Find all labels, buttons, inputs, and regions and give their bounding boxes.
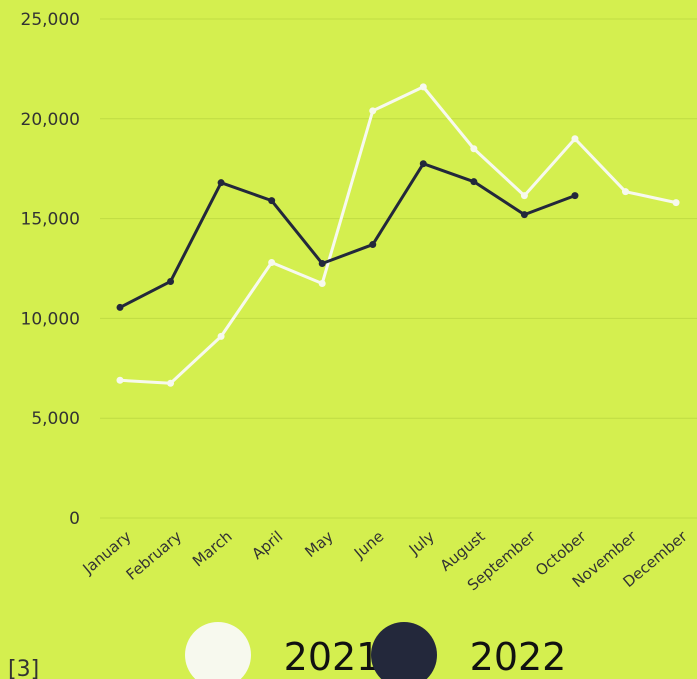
gridlines [100,18,697,519]
x-tick-label: March [189,527,236,570]
data-point-2022 [419,160,427,168]
x-tick-label: July [405,527,438,559]
y-tick-label: 5,000 [31,409,80,429]
data-point-2021 [369,107,377,115]
y-tick-label: 20,000 [21,110,80,130]
data-point-2021 [268,259,276,267]
data-point-2022 [217,179,225,187]
footnote-reference: [3] [8,657,39,679]
x-tick-label: June [350,527,387,562]
data-point-2022 [470,178,478,186]
data-point-2021 [672,199,680,207]
data-point-2022 [369,241,377,249]
data-point-2022 [116,303,124,311]
legend: 2021 2022 [185,622,566,679]
x-tick-label: February [123,527,186,584]
x-tick-label: April [248,527,286,563]
y-tick-label: 25,000 [21,10,80,30]
legend-swatch-2022 [371,622,437,679]
data-point-2021 [318,279,326,287]
y-axis-ticks: 0 5,000 10,000 15,000 20,000 25,000 [21,10,80,529]
data-point-2021 [167,379,175,387]
series-line-2022 [118,162,577,309]
y-tick-label: 15,000 [21,210,80,230]
legend-swatch-2021 [185,622,251,679]
series-lines [118,85,678,385]
x-tick-label: May [301,527,336,561]
y-tick-label: 10,000 [21,309,80,329]
y-tick-label: 0 [69,509,80,529]
data-point-2022 [167,277,175,285]
data-point-2021 [622,188,629,196]
data-point-2021 [571,135,579,143]
series-points [116,83,680,387]
data-point-2022 [268,197,276,205]
data-point-2022 [520,211,528,219]
data-point-2021 [116,376,124,384]
data-point-2021 [419,83,427,91]
legend-label-2021: 2021 [284,635,381,679]
series-line-2021 [118,85,678,385]
data-point-2021 [217,332,225,340]
legend-label-2022: 2022 [470,635,567,679]
data-point-2022 [318,260,326,268]
data-point-2022 [571,192,579,200]
data-point-2021 [520,192,528,200]
data-point-2021 [470,145,478,153]
